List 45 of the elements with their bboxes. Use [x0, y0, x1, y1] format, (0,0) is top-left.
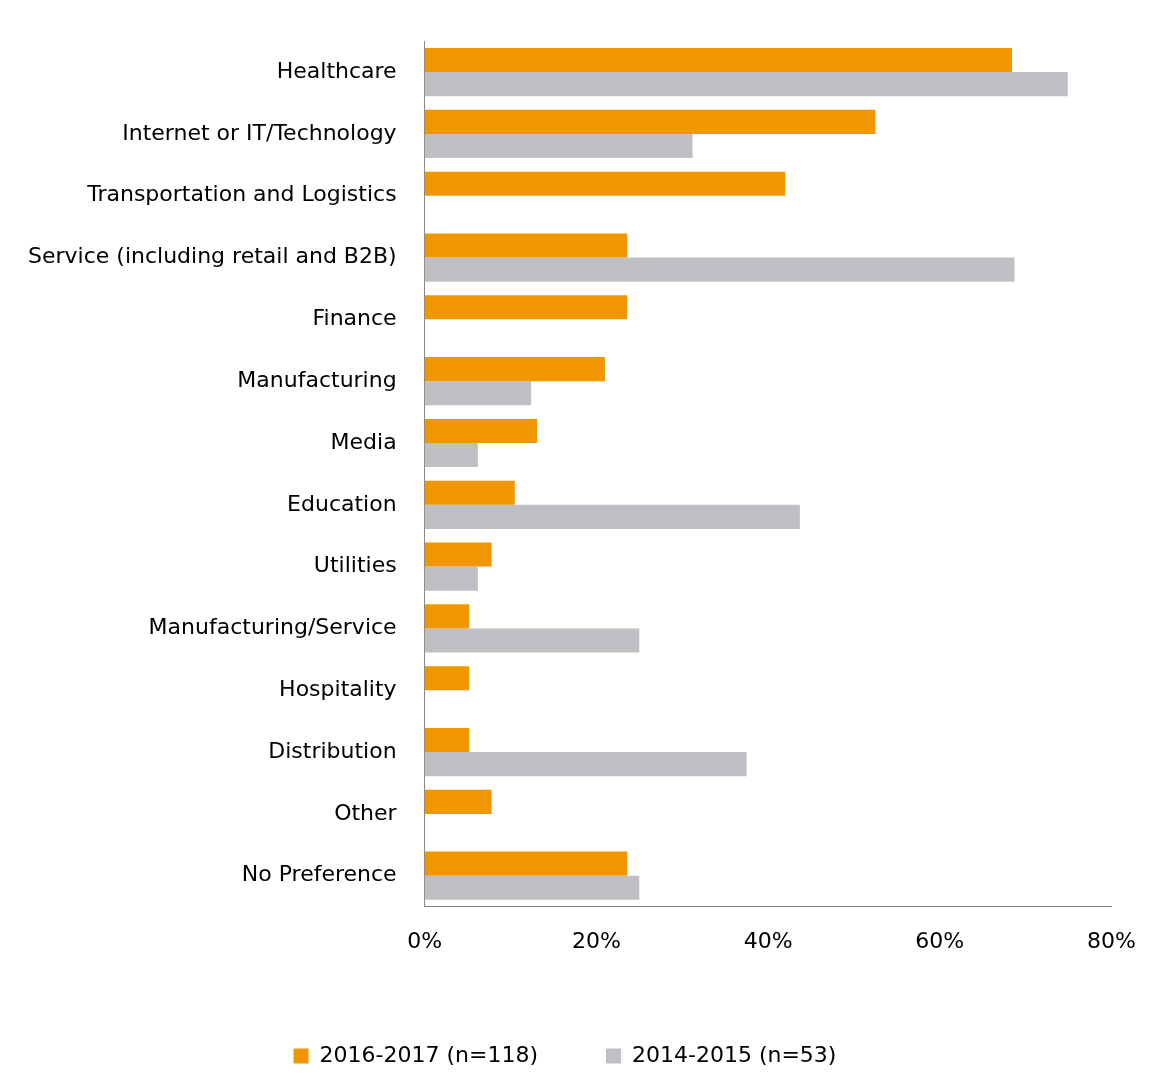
- y-tick-label: Transportation and Logistics: [86, 181, 397, 207]
- bar: [424, 442, 478, 468]
- y-tick-label: Other: [334, 799, 398, 825]
- bar: [424, 566, 478, 591]
- y-tick-label: Hospitality: [279, 675, 397, 701]
- bar: [424, 233, 628, 258]
- bar: [424, 171, 786, 196]
- bar: [424, 48, 1012, 73]
- y-tick-label: Manufacturing/Service: [148, 614, 397, 640]
- y-tick-label: Distribution: [268, 737, 397, 763]
- bar: [424, 133, 693, 159]
- x-tick-label: 60%: [915, 927, 965, 953]
- x-tick-label: 20%: [571, 927, 621, 953]
- bar: [424, 72, 1068, 97]
- x-tick-label: 0%: [407, 927, 443, 953]
- bar: [424, 257, 1015, 282]
- bar: [424, 357, 605, 382]
- y-tick-label: Service (including retail and B2B): [28, 243, 397, 269]
- y-tick-label: Manufacturing: [237, 366, 397, 392]
- y-tick-label: No Preference: [241, 861, 397, 887]
- bar: [424, 604, 470, 629]
- bar: [424, 480, 515, 505]
- bar: [424, 875, 640, 900]
- bar: [424, 418, 538, 443]
- bar: [424, 628, 640, 653]
- bar: [424, 381, 532, 406]
- y-tick-label: Education: [287, 490, 397, 516]
- y-tick-label: Media: [330, 428, 397, 454]
- y-tick-label: Finance: [312, 305, 397, 331]
- bar: [424, 295, 628, 320]
- bar: [424, 752, 747, 777]
- y-tick-label: Internet or IT/Technology: [122, 119, 397, 145]
- y-tick-label: Utilities: [313, 552, 397, 578]
- bar: [424, 851, 628, 876]
- bar: [424, 109, 876, 134]
- y-tick-label: Healthcare: [276, 57, 397, 83]
- x-tick-label: 40%: [743, 927, 793, 953]
- bar: [424, 789, 492, 814]
- x-tick-label: 80%: [1087, 927, 1136, 953]
- bar: [424, 727, 470, 753]
- bar: [424, 542, 492, 567]
- legend-label: 2016-2017 (n=118): [319, 1041, 539, 1067]
- legend-label: 2014-2015 (n=53): [632, 1041, 837, 1067]
- bar: [424, 504, 800, 529]
- bar: [424, 666, 470, 691]
